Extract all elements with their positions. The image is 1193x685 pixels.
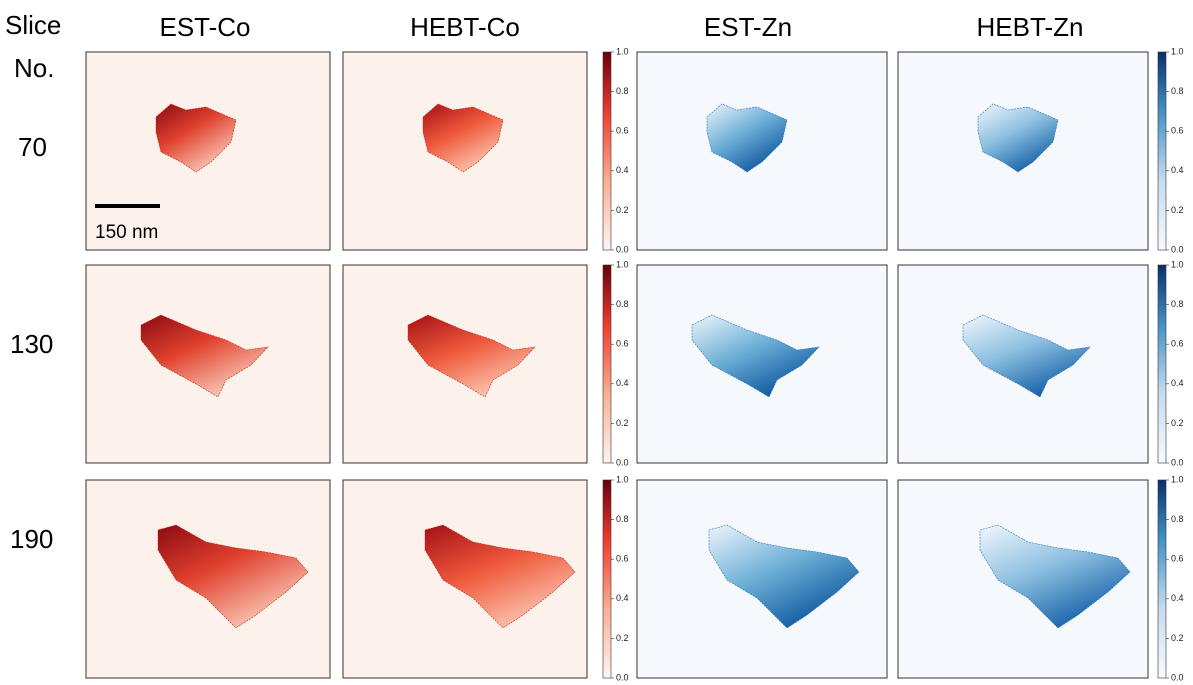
colorbar <box>1157 264 1167 464</box>
row-label: 130 <box>10 329 53 359</box>
column-header: HEBT-Zn <box>977 12 1084 42</box>
colorbar-tick-label: 0.8 <box>616 86 629 96</box>
colorbar-tick-label: 0.4 <box>616 165 629 175</box>
slice-label: Slice <box>5 10 61 40</box>
colorbar <box>1157 479 1167 679</box>
colorbar-tick-label: 0.6 <box>616 339 629 349</box>
colorbar-tick-label: 1.0 <box>616 474 629 484</box>
colorbar-tick-label: 0.0 <box>616 457 629 467</box>
colorbar <box>602 479 612 679</box>
colorbar-tick-label: 0.2 <box>616 633 629 643</box>
colorbar-tick-label: 1.0 <box>1171 474 1184 484</box>
colorbar-tick-label: 1.0 <box>616 46 629 56</box>
particle-map <box>140 314 269 398</box>
colorbar-tick-label: 0.6 <box>616 554 629 564</box>
colorbar-tick-label: 0.8 <box>1171 514 1184 524</box>
particle-map <box>962 314 1091 398</box>
colorbar-tick-label: 0.4 <box>616 593 629 603</box>
colorbar-tick-label: 1.0 <box>1171 259 1184 269</box>
column-header: HEBT-Co <box>410 12 520 42</box>
colorbar-tick-label: 0.6 <box>1171 126 1184 136</box>
particle-map <box>157 524 309 629</box>
colorbar-tick-label: 0.8 <box>616 514 629 524</box>
colorbar-tick-label: 0.2 <box>1171 633 1184 643</box>
colorbar-tick-label: 0.6 <box>1171 554 1184 564</box>
row-label: 70 <box>18 132 47 162</box>
colorbar-tick-label: 0.0 <box>1171 457 1184 467</box>
colorbar <box>602 51 612 251</box>
colorbar-tick-label: 0.8 <box>1171 299 1184 309</box>
row-label: 190 <box>10 524 53 554</box>
colorbar-tick-label: 0.8 <box>616 299 629 309</box>
colorbar-tick-label: 0.4 <box>1171 165 1184 175</box>
colorbar-tick-label: 0.2 <box>616 205 629 215</box>
particle-map <box>706 103 788 173</box>
colorbar-tick-label: 0.0 <box>616 672 629 682</box>
colorbar-tick-label: 0.4 <box>616 378 629 388</box>
particle-map <box>979 524 1131 629</box>
colorbar-tick-label: 0.0 <box>616 244 629 254</box>
colorbar-tick-label: 0.4 <box>1171 593 1184 603</box>
colorbar-tick-label: 0.6 <box>616 126 629 136</box>
colorbar <box>1157 51 1167 251</box>
colorbar-tick-label: 0.4 <box>1171 378 1184 388</box>
particle-map <box>422 103 504 173</box>
particle-map <box>424 524 576 629</box>
particle-map <box>691 314 820 398</box>
colorbar-tick-label: 0.2 <box>1171 205 1184 215</box>
colorbar-tick-label: 0.2 <box>616 418 629 428</box>
colorbar-tick-label: 0.0 <box>1171 672 1184 682</box>
column-header: EST-Co <box>159 12 250 42</box>
particle-map <box>708 524 860 629</box>
particle-map <box>407 314 536 398</box>
colorbar-tick-label: 0.6 <box>1171 339 1184 349</box>
scale-bar-label: 150 nm <box>95 222 158 243</box>
colorbar-tick-label: 1.0 <box>1171 46 1184 56</box>
no-label: No. <box>14 53 54 83</box>
colorbar <box>602 264 612 464</box>
particle-map <box>155 103 237 173</box>
colorbar-tick-label: 0.8 <box>1171 86 1184 96</box>
column-header: EST-Zn <box>704 12 792 42</box>
colorbar-tick-label: 0.0 <box>1171 244 1184 254</box>
colorbar-tick-label: 1.0 <box>616 259 629 269</box>
particle-map <box>977 103 1059 173</box>
colorbar-tick-label: 0.2 <box>1171 418 1184 428</box>
